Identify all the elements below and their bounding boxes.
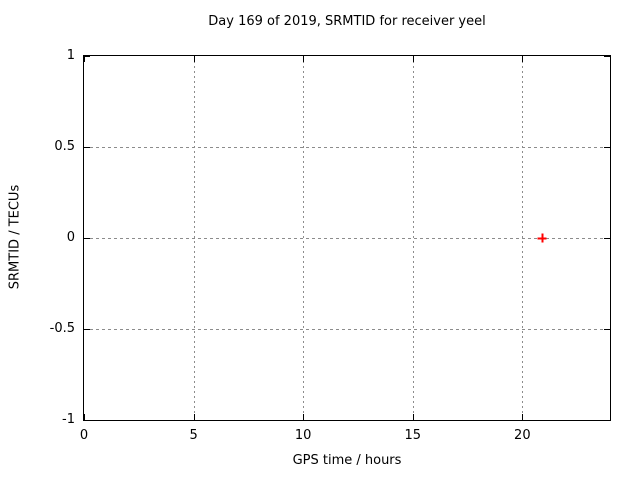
x-tick-label: 15 xyxy=(404,428,422,443)
x-tick-mark-top xyxy=(412,56,414,62)
y-tick-mark-right xyxy=(604,420,610,421)
data-point-marker xyxy=(537,233,547,243)
y-gridline xyxy=(84,147,610,148)
x-tick-mark-bottom xyxy=(303,414,305,420)
y-tick-mark-right xyxy=(604,56,610,57)
y-tick-mark-right xyxy=(604,329,610,330)
y-tick-label: 1 xyxy=(66,48,75,63)
x-tick-mark-bottom xyxy=(84,414,85,420)
y-tick-mark-left xyxy=(84,147,90,148)
x-tick-label: 0 xyxy=(79,428,89,443)
y-tick-mark-left xyxy=(84,238,90,239)
y-gridline xyxy=(84,329,610,330)
x-axis-label: GPS time / hours xyxy=(292,453,402,468)
x-tick-mark-top xyxy=(522,56,524,62)
y-tick-label: -0.5 xyxy=(49,321,75,336)
x-tick-label: 20 xyxy=(514,428,531,443)
y-tick-mark-left xyxy=(84,420,90,421)
x-tick-label: 10 xyxy=(294,428,312,443)
plot-area xyxy=(83,55,611,421)
y-tick-mark-left xyxy=(84,329,90,330)
x-tick-mark-bottom xyxy=(412,414,414,420)
y-gridline xyxy=(84,238,610,239)
x-tick-mark-top xyxy=(193,56,195,62)
y-tick-label: 0.5 xyxy=(54,139,75,154)
chart-title: Day 169 of 2019, SRMTID for receiver yee… xyxy=(208,14,486,29)
y-tick-mark-right xyxy=(604,238,610,239)
y-tick-label: 0 xyxy=(66,230,75,245)
x-tick-mark-bottom xyxy=(522,414,524,420)
y-tick-label: -1 xyxy=(62,412,75,427)
y-tick-mark-left xyxy=(84,56,90,57)
x-tick-label: 5 xyxy=(189,428,198,443)
x-tick-mark-top xyxy=(303,56,305,62)
y-tick-mark-right xyxy=(604,147,610,148)
x-tick-mark-top xyxy=(84,56,85,62)
x-tick-mark-bottom xyxy=(193,414,195,420)
